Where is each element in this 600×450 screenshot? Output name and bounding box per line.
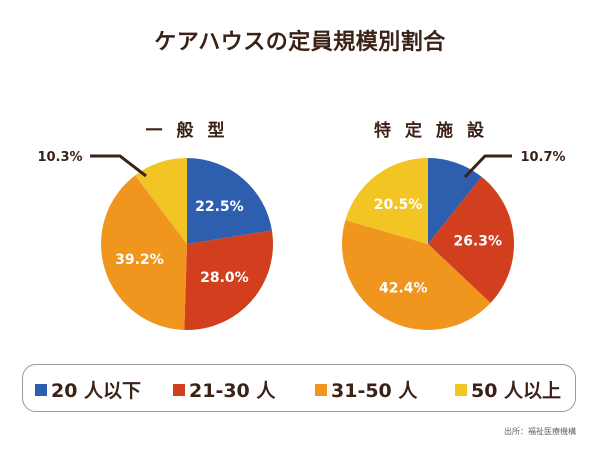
pie2-slice-3 xyxy=(341,220,491,330)
leader-line xyxy=(90,154,147,178)
pie1-label-4: 10.3% xyxy=(37,150,82,165)
legend-label: 50 人以上 xyxy=(471,380,562,402)
pie1-slice-2 xyxy=(184,230,273,330)
legend-item-1: 20 人以下 xyxy=(35,376,141,403)
leader-line xyxy=(463,154,512,179)
source-note: 出所：福祉医療機構 xyxy=(504,427,576,436)
legend-item-2: 21-30 人 xyxy=(173,376,275,403)
pie-title-specific: 特定施設 xyxy=(374,121,498,141)
legend-swatch xyxy=(315,383,327,396)
pie1-slice-4 xyxy=(135,158,187,244)
legend-label: 21-30 人 xyxy=(189,380,276,402)
pie1-slice-1 xyxy=(187,158,272,244)
pie-title-general: 一般型 xyxy=(145,121,239,141)
pie1-label-3: 39.2% xyxy=(115,252,164,268)
pie2-label-2: 26.3% xyxy=(453,233,502,249)
chart-title: ケアハウスの定員規模別割合 xyxy=(154,30,446,55)
pie1-label-2: 28.0% xyxy=(200,270,249,286)
pie2-label-1: 10.7% xyxy=(520,150,565,165)
legend-swatch xyxy=(455,383,467,396)
pie2-slice-2 xyxy=(428,176,514,304)
legend-swatch xyxy=(173,383,185,396)
pie1-label-1: 22.5% xyxy=(195,199,244,215)
legend-item-4: 50 人以上 xyxy=(455,376,561,403)
pie1-slice-3 xyxy=(101,175,187,330)
legend-item-3: 31-50 人 xyxy=(315,376,417,403)
legend-label: 31-50 人 xyxy=(331,380,418,402)
pie2-label-3: 42.4% xyxy=(379,280,428,296)
legend-label: 20 人以下 xyxy=(51,380,142,402)
legend: 20 人以下 21-30 人 31-50 人 50 人以上 xyxy=(22,364,576,412)
pie2-slice-1 xyxy=(428,158,482,244)
pie2-label-4: 20.5% xyxy=(374,197,423,213)
legend-swatch xyxy=(35,383,47,396)
pie2-slice-4 xyxy=(345,158,428,244)
